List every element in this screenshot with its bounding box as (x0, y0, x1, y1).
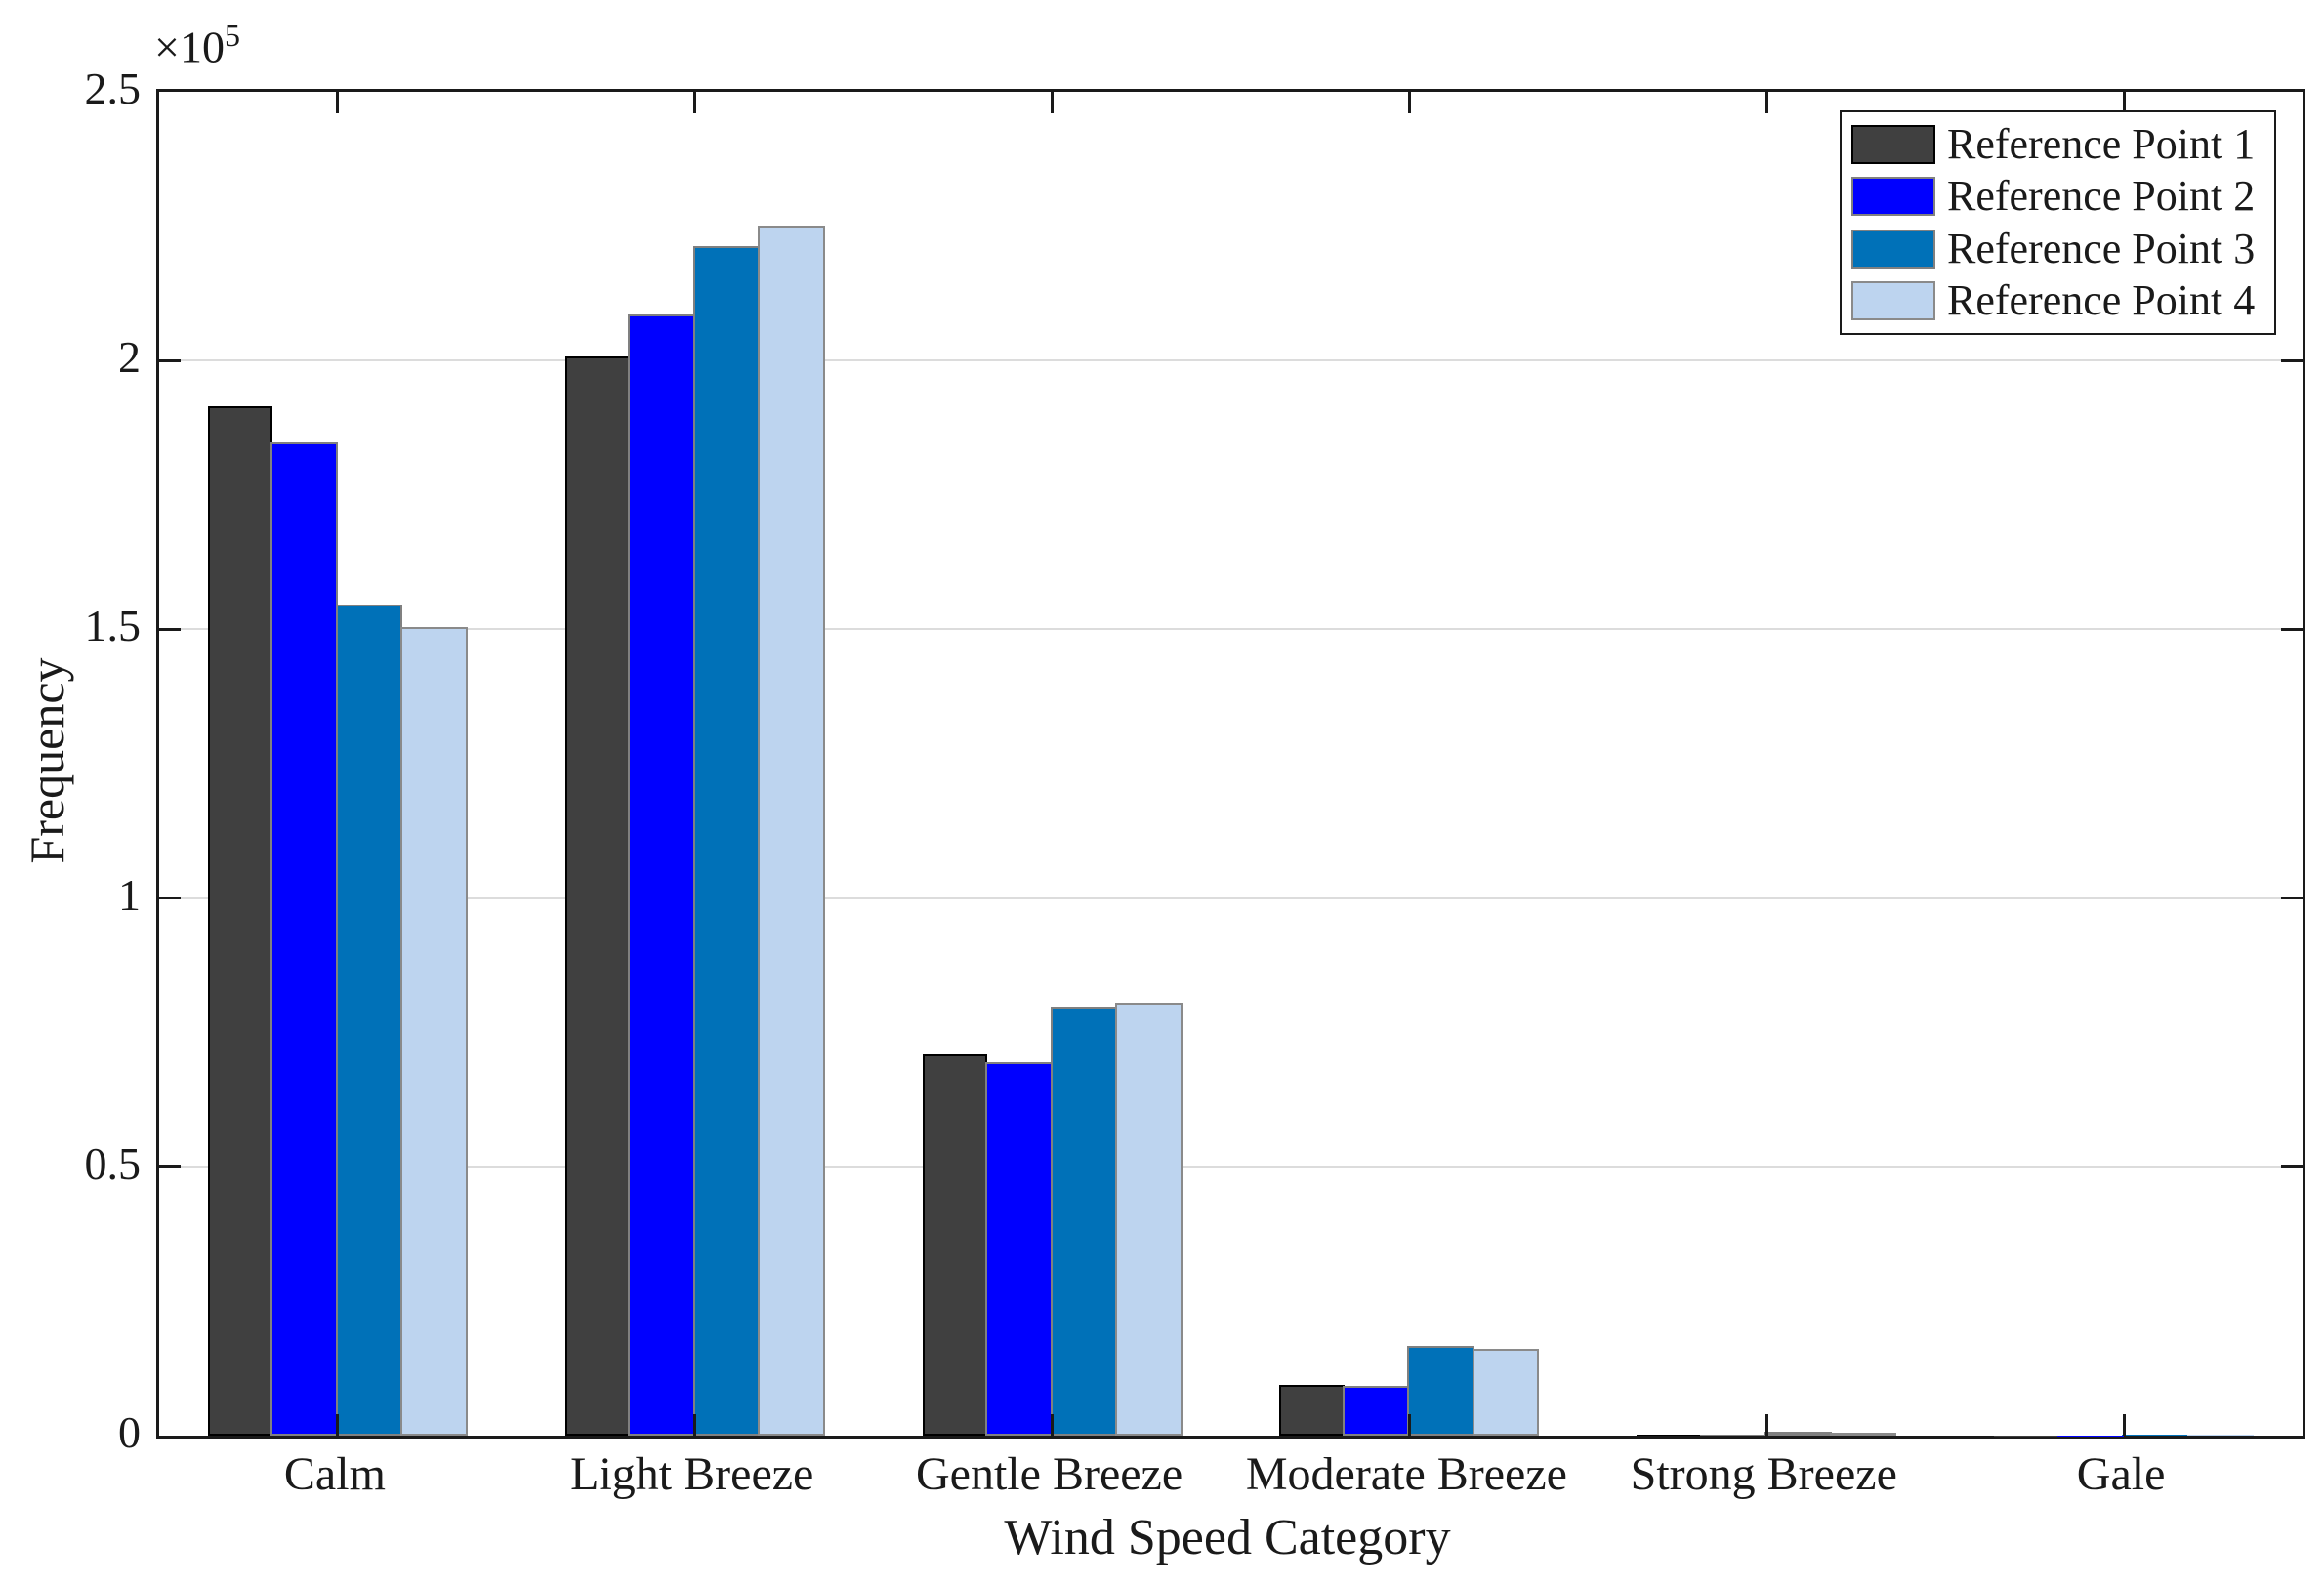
x-axis-tick-label: Light Breeze (570, 1448, 814, 1500)
y-axis-tick-mark (159, 1165, 181, 1169)
x-axis-tick-label: Strong Breeze (1630, 1448, 1897, 1500)
y-axis-multiplier-label: ×105 (154, 18, 240, 72)
bar (1407, 1346, 1474, 1436)
bar (2186, 1435, 2255, 1436)
y-axis-tick-mark (2281, 1165, 2303, 1169)
y-axis-tick-mark (2281, 627, 2303, 631)
x-axis-tick-mark (1407, 92, 1411, 113)
legend-item: Reference Point 1 (1851, 119, 2274, 168)
bar (922, 1054, 988, 1436)
y-axis-tick-mark (159, 897, 181, 900)
x-axis-tick-mark (1407, 1414, 1411, 1436)
y-axis-multiplier-exponent: 5 (224, 18, 240, 53)
x-axis-tick-mark (336, 1414, 340, 1436)
y-axis-tick-mark (2281, 897, 2303, 900)
bar (270, 442, 338, 1436)
legend-item: Reference Point 4 (1851, 277, 2274, 324)
y-axis-tick-label: 0.5 (84, 1138, 142, 1189)
y-axis-tick-label: 1.5 (84, 601, 142, 651)
y-axis-tick-mark (159, 358, 181, 362)
y-axis-tick-mark (159, 627, 181, 631)
legend-swatch (1851, 177, 1935, 217)
bar (1279, 1384, 1345, 1436)
x-axis-tick-mark (1764, 1414, 1768, 1436)
x-axis-tick-label: Gale (2076, 1448, 2166, 1500)
bar (2122, 1435, 2189, 1436)
x-axis-tick-mark (1764, 92, 1768, 113)
bar (985, 1062, 1053, 1436)
bar (628, 314, 695, 1436)
bar (400, 626, 468, 1436)
x-axis-tick-label: Calm (283, 1448, 386, 1500)
bar (1637, 1434, 1702, 1436)
bar (1050, 1007, 1118, 1436)
legend-swatch (1851, 281, 1935, 321)
x-axis-tick-mark (1051, 92, 1055, 113)
legend-item: Reference Point 3 (1851, 224, 2274, 272)
gridline (159, 1165, 2303, 1168)
legend-swatch (1851, 124, 1935, 164)
legend: Reference Point 1 Reference Point 2 Refere… (1840, 110, 2276, 335)
bar (1699, 1434, 1767, 1436)
bar (1472, 1348, 1540, 1436)
x-axis-tick-label: Gentle Breeze (915, 1448, 1183, 1500)
bar (1764, 1432, 1832, 1436)
x-axis-title: Wind Speed Category (1004, 1510, 1451, 1565)
x-axis-tick-mark (693, 92, 697, 113)
x-axis-tick-mark (2122, 1414, 2126, 1436)
gridline (159, 628, 2303, 631)
x-axis-tick-mark (336, 92, 340, 113)
bar (1342, 1386, 1410, 1436)
legend-label: Reference Point 4 (1947, 276, 2256, 325)
x-axis-tick-mark (1051, 1414, 1055, 1436)
gridline (159, 359, 2303, 362)
legend-swatch (1851, 229, 1935, 269)
legend-label: Reference Point 3 (1947, 224, 2256, 272)
y-axis-tick-label: 2 (118, 332, 141, 383)
bar (564, 356, 631, 1436)
y-axis-title: Frequency (20, 657, 74, 864)
y-axis-tick-label: 1 (118, 869, 141, 920)
x-axis-tick-mark (2122, 92, 2126, 113)
bar (335, 605, 403, 1436)
gridline (159, 897, 2303, 899)
y-axis-tick-mark (2281, 358, 2303, 362)
legend-label: Reference Point 1 (1947, 119, 2256, 168)
bar (692, 245, 761, 1436)
x-axis-tick-mark (693, 1414, 697, 1436)
legend-item: Reference Point 2 (1851, 173, 2274, 220)
legend-label: Reference Point 2 (1947, 172, 2256, 221)
y-axis-tick-label: 2.5 (84, 63, 142, 113)
x-axis-tick-label: Moderate Breeze (1245, 1448, 1567, 1500)
y-axis-tick-label: 0 (118, 1407, 141, 1457)
bar (207, 405, 273, 1436)
bar (1829, 1433, 1897, 1436)
bar (1115, 1002, 1183, 1436)
bar (758, 226, 825, 1436)
y-axis-multiplier-base: ×10 (154, 21, 225, 72)
